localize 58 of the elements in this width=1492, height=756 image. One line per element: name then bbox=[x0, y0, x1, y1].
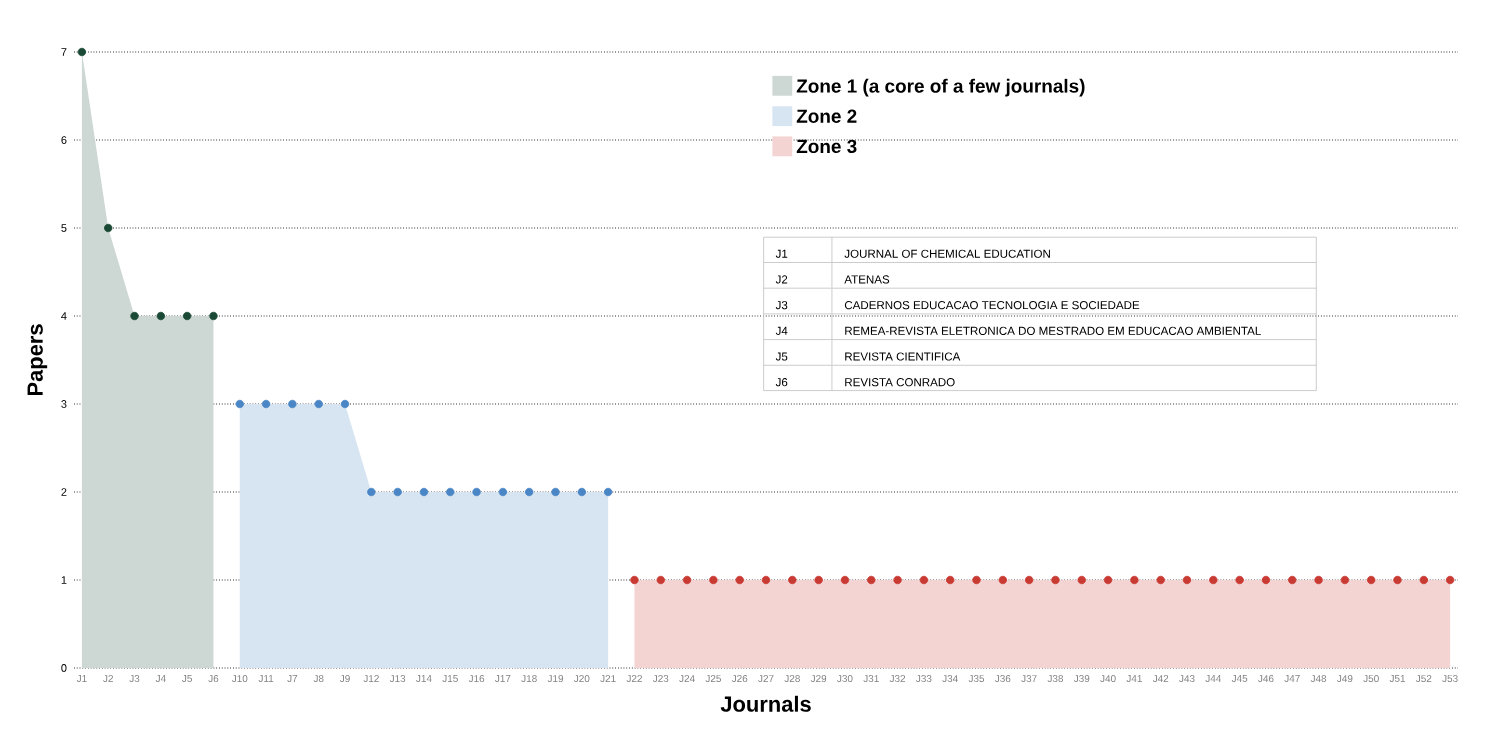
point bbox=[525, 487, 534, 497]
point bbox=[314, 399, 323, 409]
point bbox=[682, 575, 692, 585]
point bbox=[1261, 575, 1271, 585]
point bbox=[709, 575, 718, 585]
point bbox=[261, 399, 271, 409]
point bbox=[814, 575, 823, 585]
point bbox=[919, 575, 929, 585]
point bbox=[367, 487, 376, 497]
point bbox=[419, 487, 429, 497]
point bbox=[156, 311, 166, 321]
point bbox=[130, 311, 139, 321]
point bbox=[1445, 575, 1455, 585]
point bbox=[1393, 575, 1402, 585]
point bbox=[1367, 575, 1376, 585]
point bbox=[393, 487, 402, 497]
point bbox=[788, 575, 797, 585]
point bbox=[182, 311, 192, 321]
point bbox=[1209, 575, 1218, 585]
point bbox=[1130, 575, 1139, 585]
point bbox=[972, 575, 981, 585]
point bbox=[209, 311, 218, 321]
point bbox=[1051, 575, 1060, 585]
point bbox=[446, 487, 455, 497]
point bbox=[1419, 575, 1428, 585]
point bbox=[946, 575, 955, 585]
point bbox=[472, 487, 481, 497]
point bbox=[1156, 575, 1165, 585]
point bbox=[235, 399, 244, 409]
point bbox=[1024, 575, 1034, 585]
point bbox=[1314, 575, 1323, 585]
point bbox=[630, 575, 639, 585]
point bbox=[603, 487, 613, 497]
x-axis-title: Journals bbox=[720, 695, 811, 712]
point bbox=[551, 487, 560, 497]
point bbox=[656, 575, 665, 585]
point bbox=[498, 487, 508, 497]
legend-label: Zone 3 bbox=[796, 139, 857, 154]
point bbox=[867, 575, 876, 585]
point bbox=[340, 399, 350, 409]
point bbox=[288, 399, 297, 409]
point bbox=[577, 487, 587, 497]
point bbox=[998, 575, 1008, 585]
point bbox=[104, 223, 113, 233]
y-axis-title: Papers bbox=[27, 324, 48, 396]
point bbox=[1077, 575, 1086, 585]
point bbox=[1182, 575, 1192, 585]
legend-label: Zone 2 bbox=[796, 109, 857, 123]
point bbox=[1103, 575, 1113, 585]
point bbox=[1235, 575, 1244, 585]
point bbox=[761, 575, 771, 585]
point bbox=[77, 47, 87, 57]
point bbox=[893, 575, 902, 585]
point bbox=[735, 575, 744, 585]
point bbox=[1340, 575, 1350, 585]
point bbox=[1288, 575, 1297, 585]
point bbox=[840, 575, 850, 585]
legend-label: Zone 1 (a core of a few journals) bbox=[796, 78, 1085, 97]
